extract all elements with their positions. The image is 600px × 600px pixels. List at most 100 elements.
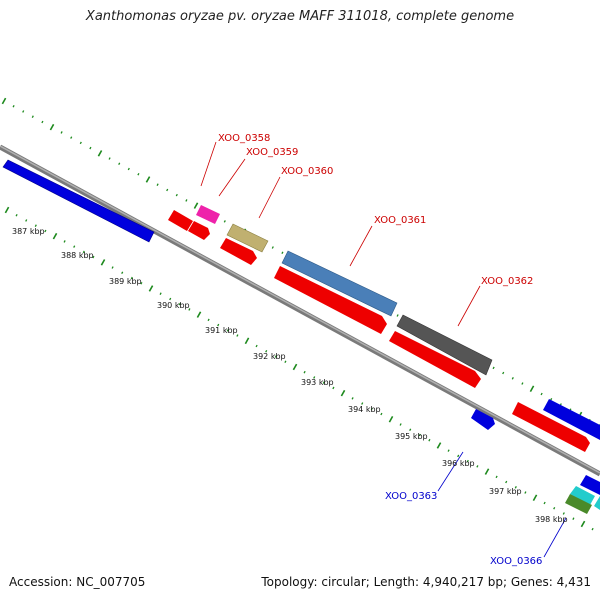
kbp-scale-labels: 387 kbp 388 kbp 389 kbp 390 kbp 391 kbp … bbox=[12, 227, 568, 524]
minor-tick bbox=[361, 402, 364, 405]
gene-red-xoo0360[interactable] bbox=[220, 238, 257, 265]
major-tick bbox=[436, 442, 442, 449]
minor-tick bbox=[156, 183, 159, 186]
gene-gray-xoo0362[interactable] bbox=[396, 314, 493, 376]
leader-xoo0366 bbox=[543, 517, 567, 558]
minor-tick bbox=[447, 449, 450, 452]
minor-tick bbox=[399, 423, 402, 426]
gene-labels: XOO_0358 XOO_0359 XOO_0360 XOO_0361 XOO_… bbox=[218, 133, 542, 567]
minor-tick bbox=[524, 491, 527, 494]
leader-xoo0358 bbox=[200, 141, 217, 187]
minor-tick bbox=[127, 167, 130, 171]
minor-tick bbox=[60, 131, 63, 134]
minor-tick bbox=[562, 512, 565, 515]
minor-tick bbox=[236, 334, 239, 337]
gene-magenta-xoo0358[interactable] bbox=[196, 205, 220, 224]
minor-tick bbox=[543, 501, 546, 505]
label-xoo0358[interactable]: XOO_0358 bbox=[218, 133, 270, 144]
minor-tick bbox=[175, 193, 178, 197]
minor-tick bbox=[271, 246, 274, 249]
minor-tick bbox=[495, 475, 498, 479]
minor-tick bbox=[553, 506, 556, 510]
gene-steel-xoo0361[interactable] bbox=[281, 250, 398, 317]
leader-xoo0360 bbox=[258, 176, 281, 219]
minor-tick bbox=[505, 480, 508, 484]
kbp-label: 388 kbp bbox=[61, 251, 94, 260]
minor-tick bbox=[12, 104, 15, 108]
label-xoo0359[interactable]: XOO_0359 bbox=[246, 147, 298, 158]
gene-red-xoo0362[interactable] bbox=[389, 331, 481, 388]
leader-xoo0362 bbox=[457, 285, 481, 327]
gene-red-xoo0358b[interactable] bbox=[188, 221, 210, 240]
label-xoo0363[interactable]: XOO_0363 bbox=[385, 491, 437, 502]
label-xoo0361[interactable]: XOO_0361 bbox=[374, 215, 426, 226]
genome-backbone bbox=[0, 144, 600, 477]
gene-red-right[interactable] bbox=[512, 402, 590, 452]
gene-blue-1[interactable] bbox=[2, 159, 155, 243]
minor-tick bbox=[418, 433, 421, 437]
minor-tick bbox=[22, 110, 25, 113]
major-tick bbox=[340, 389, 346, 397]
minor-tick bbox=[82, 250, 85, 254]
major-tick bbox=[193, 202, 199, 209]
minor-tick bbox=[185, 199, 188, 202]
minor-tick bbox=[428, 438, 431, 442]
major-tick bbox=[388, 416, 394, 423]
minor-tick bbox=[521, 382, 524, 385]
gene-blue-xoo0363[interactable] bbox=[471, 409, 495, 430]
leader-xoo0361 bbox=[349, 225, 373, 267]
minor-tick bbox=[514, 486, 517, 489]
minor-tick bbox=[178, 302, 181, 306]
major-tick bbox=[97, 150, 103, 157]
minor-tick bbox=[370, 407, 373, 411]
gene-blue-xoo0366[interactable] bbox=[580, 475, 600, 495]
minor-tick bbox=[351, 397, 354, 400]
minor-tick bbox=[255, 344, 258, 348]
minor-tick bbox=[284, 360, 287, 364]
label-xoo0360[interactable]: XOO_0360 bbox=[281, 166, 333, 177]
minor-tick bbox=[281, 251, 284, 255]
leader-xoo0359 bbox=[218, 158, 246, 197]
minor-tick bbox=[121, 271, 124, 275]
minor-tick bbox=[274, 355, 277, 358]
label-xoo0366[interactable]: XOO_0366 bbox=[490, 556, 542, 567]
label-xoo0362[interactable]: XOO_0362 bbox=[481, 276, 533, 287]
minor-tick bbox=[223, 220, 226, 223]
gene-blue-right[interactable] bbox=[543, 399, 600, 440]
kbp-label: 394 kbp bbox=[348, 405, 381, 414]
minor-tick bbox=[25, 219, 28, 222]
minor-tick bbox=[550, 397, 553, 401]
minor-tick bbox=[217, 323, 220, 327]
minor-tick bbox=[265, 349, 268, 353]
accession-text: Accession: NC_007705 bbox=[9, 575, 146, 589]
minor-tick bbox=[207, 318, 210, 322]
minor-tick bbox=[118, 162, 121, 166]
minor-tick bbox=[79, 141, 82, 145]
minor-tick bbox=[169, 297, 172, 301]
kbp-label: 396 kbp bbox=[442, 459, 475, 468]
gene-red-xoo0358a[interactable] bbox=[168, 210, 193, 231]
minor-tick bbox=[396, 314, 399, 317]
minor-tick bbox=[492, 366, 495, 370]
minor-tick bbox=[476, 465, 479, 468]
gene-green-xoo0366[interactable] bbox=[565, 494, 592, 514]
gene-olive-xoo0360[interactable] bbox=[226, 223, 269, 253]
kbp-label: 393 kbp bbox=[301, 378, 334, 387]
minor-tick bbox=[44, 229, 47, 233]
major-tick bbox=[244, 337, 250, 345]
minor-tick bbox=[188, 308, 191, 311]
minor-tick bbox=[73, 245, 76, 248]
minor-tick bbox=[466, 459, 469, 463]
gene-cyan-xoo0366[interactable] bbox=[570, 486, 595, 505]
minor-tick bbox=[409, 428, 412, 432]
minor-tick bbox=[303, 370, 306, 374]
minor-tick bbox=[226, 329, 229, 332]
gene-cyan-edge[interactable] bbox=[594, 496, 600, 510]
gene-red-xoo0361[interactable] bbox=[274, 266, 387, 334]
major-tick bbox=[529, 385, 535, 392]
leader-xoo0363 bbox=[437, 451, 464, 492]
gene-features bbox=[2, 159, 600, 514]
minor-tick bbox=[322, 381, 325, 384]
inner-tick-ring bbox=[4, 206, 594, 531]
